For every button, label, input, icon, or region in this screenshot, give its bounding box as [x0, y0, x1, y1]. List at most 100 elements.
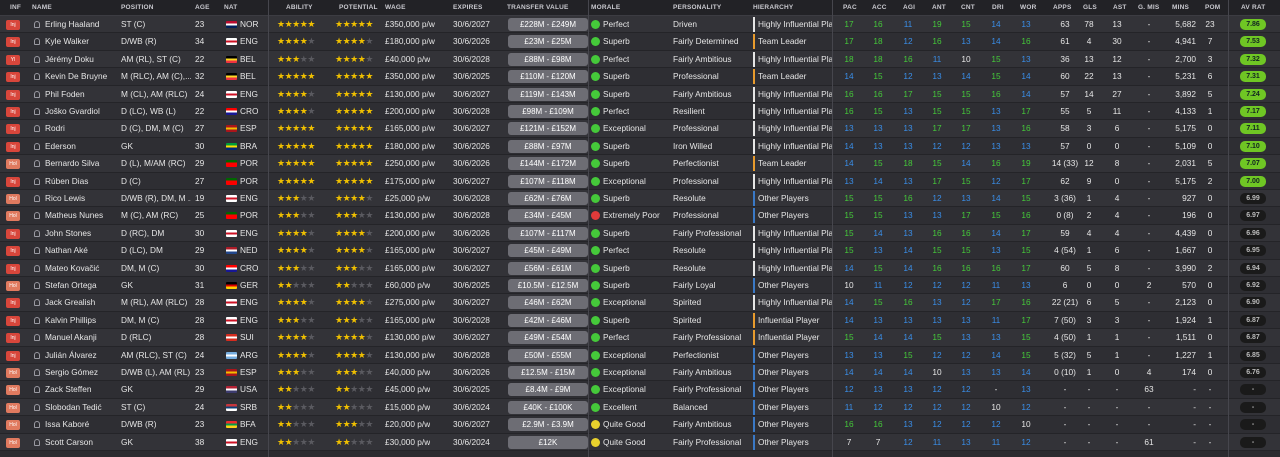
info-badge[interactable]: Yl	[6, 54, 20, 65]
col-gmis[interactable]: G. MIS	[1138, 4, 1160, 11]
table-row[interactable]: Hol Issa Kaboré D/WB (R) 23 BFA ★★★★★ ★★★★★ £20…	[0, 416, 1280, 434]
player-name[interactable]: Issa Kaboré	[45, 419, 90, 430]
table-row[interactable]: Hol Sergio Gómez D/WB (L), AM (RL) 23 ESP ★★★…	[0, 364, 1280, 382]
col-agi[interactable]: AGI	[903, 4, 916, 11]
col-morale[interactable]: MORALE	[591, 4, 621, 11]
info-badge[interactable]: Inj	[6, 89, 20, 100]
table-row[interactable]: Inj Kalvin Phillips DM, M (C) 28 ENG ★★★★★ ★★★…	[0, 311, 1280, 330]
col-wor[interactable]: WOR	[1020, 4, 1037, 11]
table-row[interactable]: Hol Rico Lewis D/WB (R), DM, M ... 19 ENG ★★★…	[0, 190, 1280, 208]
player-name[interactable]: Nathan Aké	[45, 245, 88, 256]
info-badge[interactable]: Inj	[6, 176, 20, 187]
table-row[interactable]: Inj Julián Álvarez AM (RLC), ST (C) 24 ARG ★★…	[0, 346, 1280, 364]
player-name[interactable]: Matheus Nunes	[45, 210, 104, 221]
col-name[interactable]: NAME	[32, 4, 52, 11]
col-acc[interactable]: ACC	[872, 4, 887, 11]
table-row[interactable]: Inj Joško Gvardiol D (LC), WB (L) 22 CRO ★★★★…	[0, 103, 1280, 121]
table-row[interactable]: Inj Erling Haaland ST (C) 23 NOR ★★★★★ ★★★★★ £3…	[0, 16, 1280, 34]
col-age[interactable]: AGE	[195, 4, 210, 11]
info-badge[interactable]: Inj	[6, 37, 20, 48]
info-badge[interactable]: Inj	[6, 20, 20, 30]
table-row[interactable]: Hol Bernardo Silva D (L), M/AM (RC) 29 POR ★★…	[0, 155, 1280, 173]
player-name[interactable]: Scott Carson	[45, 436, 93, 447]
col-transfer-value[interactable]: TRANSFER VALUE	[507, 4, 569, 11]
player-name[interactable]: Mateo Kovačić	[45, 262, 100, 273]
col-pac[interactable]: PAC	[843, 4, 857, 11]
table-row[interactable]: Hol Matheus Nunes M (C), AM (RC) 25 POR ★★★★★…	[0, 207, 1280, 225]
col-hierarchy[interactable]: HIERARCHY	[753, 4, 794, 11]
info-badge[interactable]: Hol	[6, 437, 20, 448]
player-name[interactable]: Rodri	[45, 123, 65, 134]
info-badge[interactable]: Hol	[6, 385, 20, 396]
table-row[interactable]: Hol Zack Steffen GK 29 USA ★★★★★ ★★★★★ £45,000 …	[0, 381, 1280, 399]
col-wage[interactable]: WAGE	[385, 4, 406, 11]
info-badge[interactable]: Hol	[6, 159, 20, 170]
info-badge[interactable]: Hol	[6, 420, 20, 431]
table-row[interactable]: Inj Kevin De Bruyne M (RLC), AM (C),... 32 B…	[0, 68, 1280, 86]
col-ant[interactable]: ANT	[932, 4, 946, 11]
info-badge[interactable]: Inj	[6, 350, 20, 361]
table-row[interactable]: Inj Jack Grealish M (RL), AM (RLC) 28 ENG ★★★…	[0, 294, 1280, 312]
player-name[interactable]: Phil Foden	[45, 88, 85, 99]
table-row[interactable]: Yl Jérémy Doku AM (RL), ST (C) 22 BEL ★★★★★ ★★…	[0, 50, 1280, 69]
col-nat[interactable]: NAT	[224, 4, 238, 11]
info-badge[interactable]: Hol	[6, 281, 20, 291]
info-badge[interactable]: Inj	[6, 315, 20, 326]
player-name[interactable]: John Stones	[45, 227, 92, 238]
player-name[interactable]: Kevin De Bruyne	[45, 71, 108, 82]
player-name[interactable]: Slobodan Tedić	[45, 401, 102, 412]
col-apps[interactable]: APPS	[1053, 4, 1072, 11]
col-ability[interactable]: ABILITY	[286, 4, 313, 11]
player-name[interactable]: Jérémy Doku	[45, 53, 94, 64]
col-inf[interactable]: INF	[10, 4, 22, 11]
info-badge[interactable]: Hol	[6, 211, 20, 222]
col-ast[interactable]: AST	[1113, 4, 1127, 11]
player-name[interactable]: Manuel Akanji	[45, 332, 97, 343]
player-name[interactable]: Julián Álvarez	[45, 349, 97, 360]
player-name[interactable]: Ederson	[45, 140, 76, 151]
info-badge[interactable]: Hol	[6, 194, 20, 204]
table-row[interactable]: Inj Nathan Aké D (LC), DM 29 NED ★★★★★ ★★★★★ £1…	[0, 242, 1280, 260]
table-row[interactable]: Inj Phil Foden M (CL), AM (RLC) 24 ENG ★★★★★ ★…	[0, 85, 1280, 103]
info-badge[interactable]: Inj	[6, 141, 20, 152]
info-badge[interactable]: Inj	[6, 72, 20, 83]
info-badge[interactable]: Inj	[6, 333, 20, 344]
col-gls[interactable]: GLS	[1083, 4, 1097, 11]
table-row[interactable]: Inj Manuel Akanji D (RLC) 28 SUI ★★★★★ ★★★★★ £1…	[0, 329, 1280, 347]
player-name[interactable]: Joško Gvardiol	[45, 106, 100, 116]
col-expires[interactable]: EXPIRES	[453, 4, 483, 11]
info-badge[interactable]: Inj	[6, 298, 20, 309]
player-name[interactable]: Kyle Walker	[45, 36, 89, 47]
player-name[interactable]: Sergio Gómez	[45, 367, 99, 377]
player-name[interactable]: Zack Steffen	[45, 384, 92, 395]
player-name[interactable]: Stefan Ortega	[45, 280, 97, 290]
info-badge[interactable]: Inj	[6, 263, 20, 274]
table-row[interactable]: Inj Rodri D (C), DM, M (C) 27 ESP ★★★★★ ★★★★★ £…	[0, 120, 1280, 138]
info-badge[interactable]: Inj	[6, 124, 20, 135]
col-pom[interactable]: POM	[1205, 4, 1221, 11]
info-badge[interactable]: Hol	[6, 368, 20, 378]
col-mins[interactable]: MINS	[1172, 4, 1190, 11]
col-avrat[interactable]: AV RAT	[1241, 4, 1266, 11]
info-badge[interactable]: Hol	[6, 402, 20, 413]
player-name[interactable]: Erling Haaland	[45, 19, 100, 29]
table-row[interactable]: Hol Scott Carson GK 38 ENG ★★★★★ ★★★★★ £30,000 …	[0, 433, 1280, 451]
table-row[interactable]: Inj Mateo Kovačić DM, M (C) 30 CRO ★★★★★ ★★★★★…	[0, 259, 1280, 277]
player-name[interactable]: Bernardo Silva	[45, 158, 100, 169]
table-row[interactable]: Inj Rúben Dias D (C) 27 POR ★★★★★ ★★★★★ £175,00…	[0, 172, 1280, 190]
table-row[interactable]: Inj Ederson GK 30 BRA ★★★★★ ★★★★★ £180,000 p/w 3…	[0, 137, 1280, 156]
table-row[interactable]: Inj Kyle Walker D/WB (R) 34 ENG ★★★★★ ★★★★★ £18…	[0, 33, 1280, 51]
table-row[interactable]: Hol Slobodan Tedić ST (C) 24 SRB ★★★★★ ★★★★★ £1…	[0, 398, 1280, 417]
player-name[interactable]: Jack Grealish	[45, 297, 96, 308]
col-potential[interactable]: POTENTIAL	[339, 4, 378, 11]
col-dri[interactable]: DRI	[992, 4, 1004, 11]
table-row[interactable]: Hol Stefan Ortega GK 31 GER ★★★★★ ★★★★★ £60,000…	[0, 277, 1280, 295]
player-name[interactable]: Kalvin Phillips	[45, 314, 97, 325]
info-badge[interactable]: Inj	[6, 228, 20, 239]
player-name[interactable]: Rúben Dias	[45, 175, 89, 186]
info-badge[interactable]: Inj	[6, 107, 20, 117]
col-position[interactable]: POSITION	[121, 4, 154, 11]
col-personality[interactable]: PERSONALITY	[673, 4, 722, 11]
col-cnt[interactable]: CNT	[961, 4, 975, 11]
table-row[interactable]: Inj John Stones D (RC), DM 30 ENG ★★★★★ ★★★★★ £…	[0, 224, 1280, 243]
